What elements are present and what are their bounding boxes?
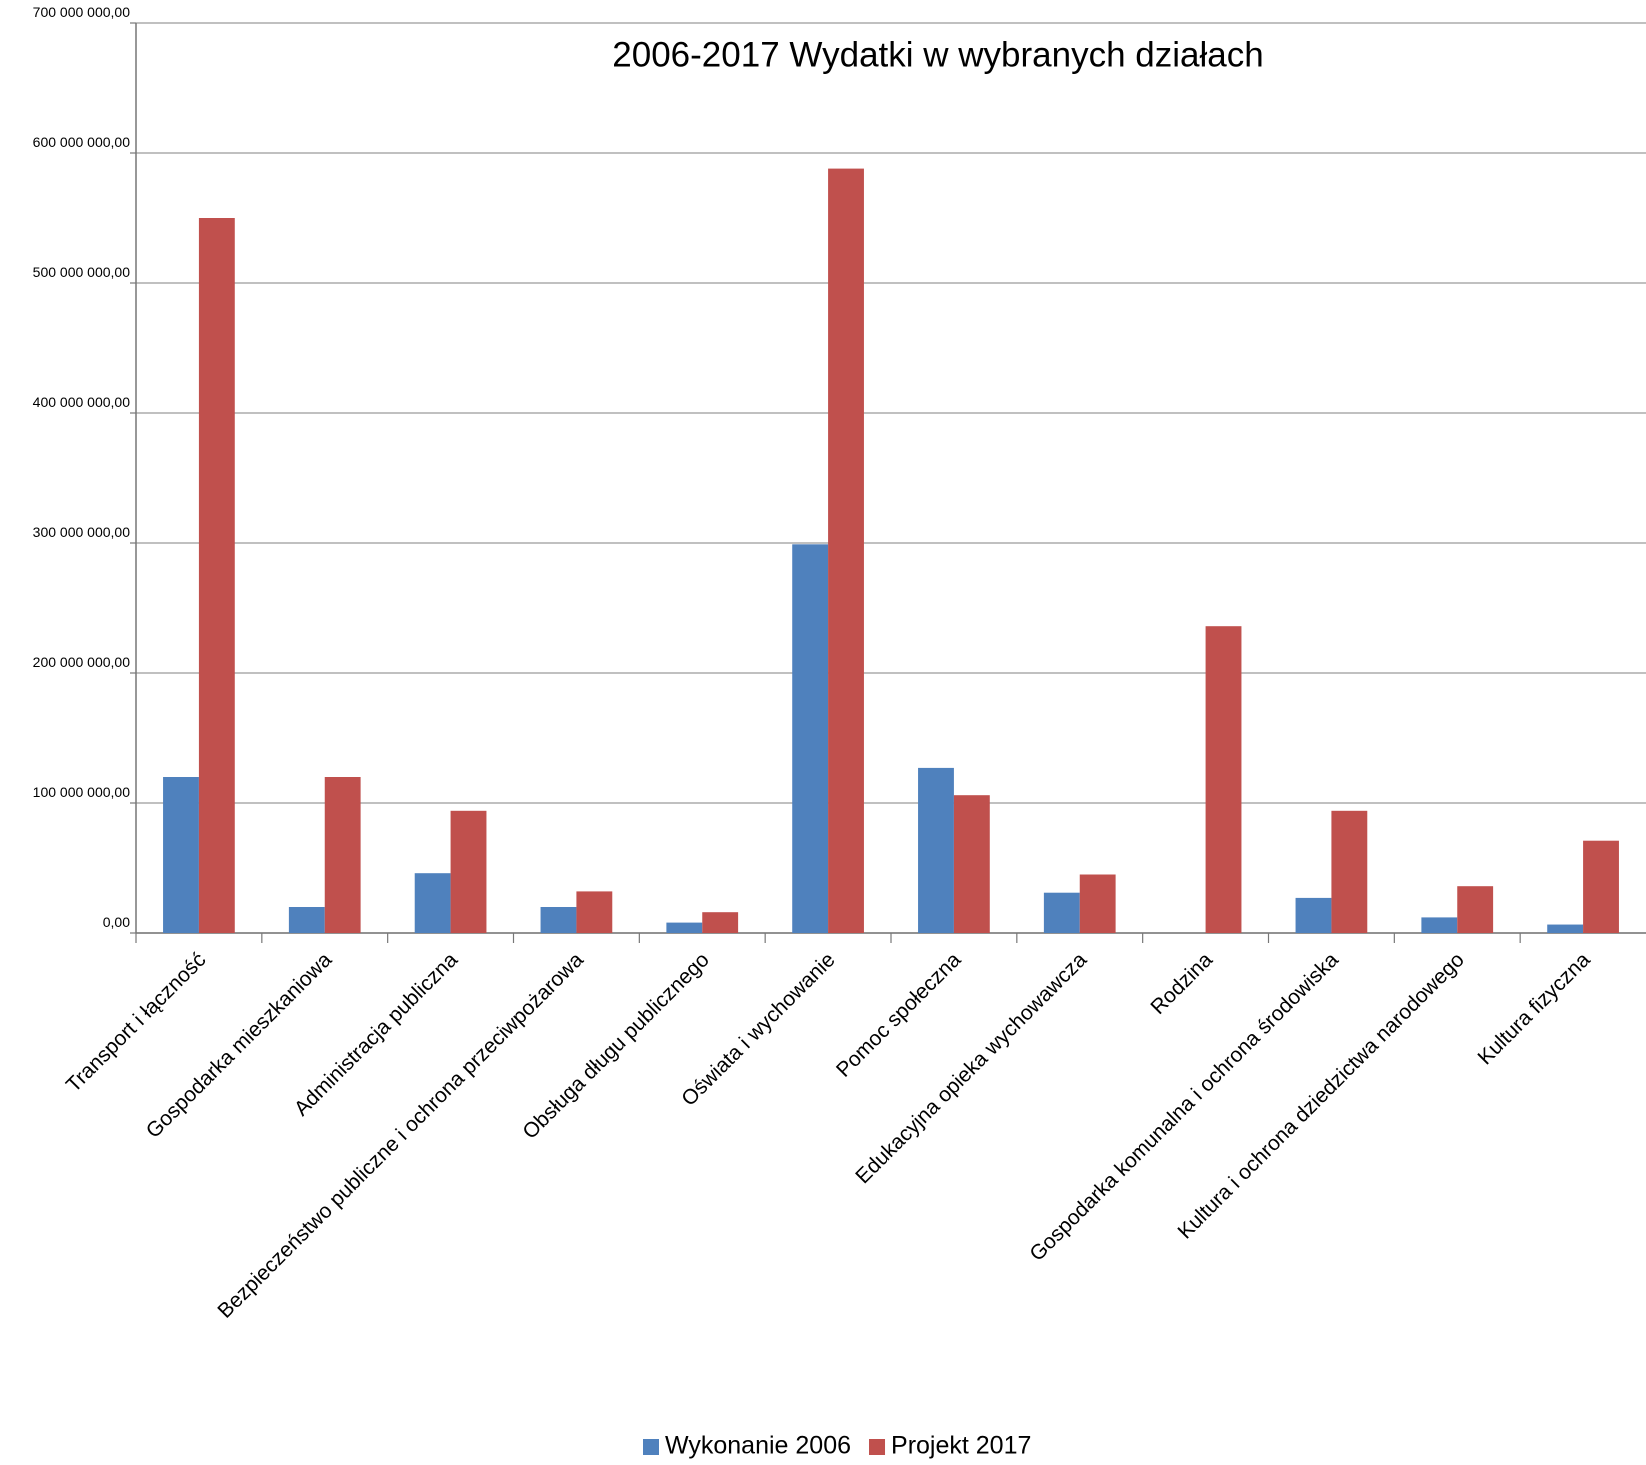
bar <box>828 168 864 934</box>
legend-swatch <box>869 1439 886 1455</box>
legend: Wykonanie 2006 Projekt 2017 <box>643 1432 1031 1460</box>
x-tick-label: Transport i łączność <box>62 948 211 1097</box>
bar <box>324 777 361 933</box>
bar <box>288 907 325 933</box>
x-tick-label: Edukacyjna opieka wychowawcza <box>851 948 1091 1188</box>
bar <box>198 218 235 933</box>
bar <box>450 810 487 933</box>
y-tick-label: 200 000 000,00 <box>33 654 131 670</box>
bar <box>1331 810 1368 933</box>
y-tick-label: 300 000 000,00 <box>33 524 131 540</box>
bar <box>918 767 954 933</box>
bar <box>1205 626 1242 933</box>
legend-label: Wykonanie 2006 <box>665 1432 851 1460</box>
bar <box>540 907 577 933</box>
bar <box>953 795 990 933</box>
bar <box>792 544 829 933</box>
bar <box>1043 892 1080 933</box>
y-tick-label: 700 000 000,00 <box>33 4 131 20</box>
bar <box>1583 840 1619 933</box>
bar <box>702 912 739 933</box>
x-tick-label: Pomoc społeczna <box>832 948 966 1082</box>
bar <box>163 777 199 933</box>
bar <box>1547 924 1584 933</box>
legend-swatch <box>643 1439 659 1455</box>
x-tick-label: Kultura i ochrona dziedzictwa narodowego <box>1174 948 1469 1243</box>
y-tick-label: 100 000 000,00 <box>33 784 131 800</box>
bar <box>666 922 703 933</box>
y-tick-label: 600 000 000,00 <box>33 134 131 150</box>
y-tick-label: 0,00 <box>103 914 130 930</box>
y-tick-label: 400 000 000,00 <box>33 394 131 410</box>
bar <box>414 873 451 933</box>
bar <box>1457 886 1494 933</box>
bar <box>1295 897 1332 933</box>
bar <box>1079 874 1116 933</box>
y-tick-label: 500 000 000,00 <box>33 264 131 280</box>
bar <box>576 891 613 933</box>
x-tick-label: Kultura fizyczna <box>1474 948 1595 1069</box>
x-tick-label: Rodzina <box>1146 948 1217 1019</box>
chart-title: 2006-2017 Wydatki w wybranych działach <box>612 35 1263 74</box>
bar <box>1421 917 1458 933</box>
legend-label: Projekt 2017 <box>891 1432 1031 1460</box>
